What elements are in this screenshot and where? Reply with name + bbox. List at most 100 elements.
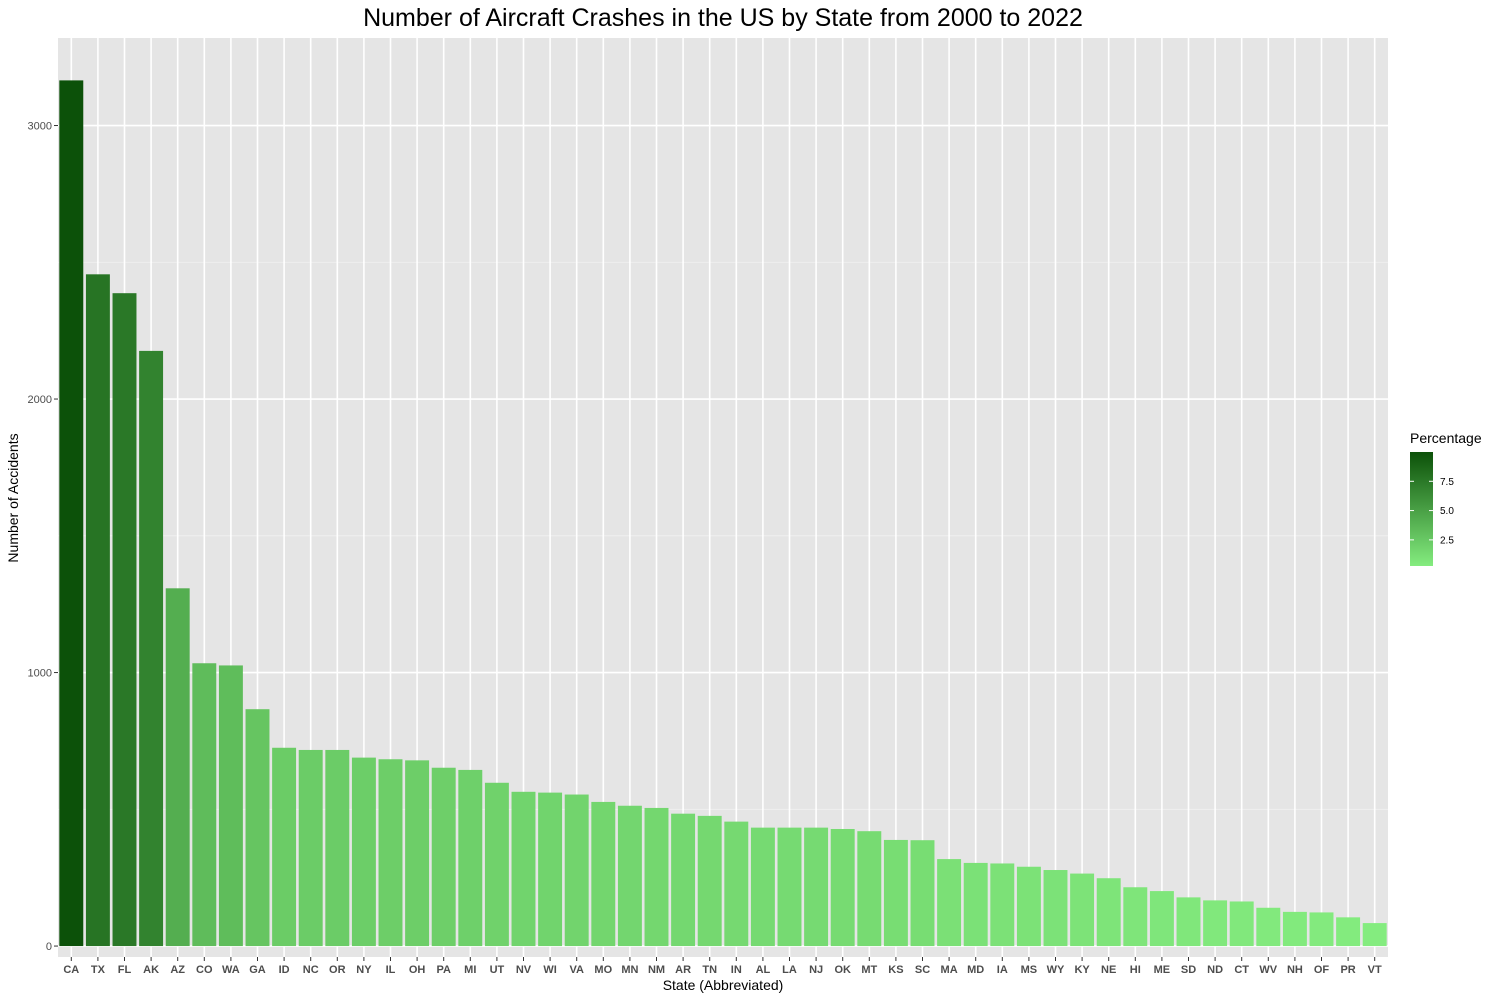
bar-me [1149,891,1174,947]
x-tick-label-il: IL [386,964,396,976]
x-axis-ticks: CA TX FL AK AZ CO WA GA ID NC OR NY IL OH PA MI UT NV WI VA… [63,957,1382,976]
bar-wa [218,665,243,947]
bar-la [777,827,802,947]
legend-ticks: 2.5 5.0 7.5 [1410,477,1454,546]
x-tick-label-md: MD [967,964,984,976]
bar-pa [431,767,456,947]
x-tick-label-me: ME [1154,964,1171,976]
x-tick-label-pa: PA [436,964,451,976]
bar-mi [458,769,483,947]
bar-nd [1203,900,1228,947]
x-tick-label-ca: CA [63,964,79,976]
x-tick-label-ks: KS [888,964,903,976]
x-tick-label-ak: AK [143,964,159,976]
y-tick-label: 2000 [28,394,52,406]
bar-ga [245,709,270,947]
x-tick-label-sd: SD [1181,964,1196,976]
bar-al [750,827,775,947]
bar-nv [511,791,536,947]
x-tick-label-ny: NY [356,964,372,976]
legend-title: Percentage [1410,430,1482,446]
bar-mn [617,805,642,947]
x-tick-label-ct: CT [1234,964,1249,976]
bar-ne [1096,878,1121,947]
x-tick-label-mn: MN [621,964,638,976]
x-tick-label-la: LA [782,964,797,976]
y-tick-label: 3000 [28,121,52,133]
bar-fl [112,293,137,947]
y-axis-title: Number of Accidents [5,433,21,562]
bar-sc [910,840,935,947]
x-tick-label-hi: HI [1130,964,1141,976]
bars [59,80,1387,947]
x-tick-label-ky: KY [1074,964,1090,976]
x-tick-label-sc: SC [915,964,930,976]
x-tick-label-mi: MI [464,964,476,976]
x-tick-label-pr: PR [1340,964,1355,976]
bar-tn [697,815,722,947]
x-tick-label-tn: TN [702,964,717,976]
color-legend: Percentage 2.5 5.0 7.5 [1410,430,1482,566]
x-tick-label-id: ID [279,964,290,976]
x-tick-label-ne: NE [1101,964,1116,976]
bar-nh [1282,911,1307,947]
x-axis-title: State (Abbreviated) [663,977,784,993]
x-tick-label-nj: NJ [809,964,823,976]
x-tick-label-wv: WV [1259,964,1277,976]
x-tick-label-or: OR [329,964,346,976]
bar-ia [990,863,1015,947]
bar-ok [830,828,855,947]
x-tick-label-nc: NC [303,964,319,976]
bar-co [192,663,217,947]
bar-az [165,588,190,947]
bar-tx [85,274,110,947]
x-tick-label-mo: MO [594,964,612,976]
x-tick-label-az: AZ [170,964,185,976]
bar-in [724,821,749,947]
bar-id [272,747,297,947]
x-tick-label-ma: MA [941,964,958,976]
bar-ny [351,757,376,947]
x-tick-label-ar: AR [675,964,691,976]
bar-ms [1016,866,1041,947]
legend-tick-label: 2.5 [1440,535,1454,546]
x-tick-label-ut: UT [490,964,505,976]
x-tick-label-nv: NV [516,964,532,976]
bar-wv [1256,907,1281,947]
bar-ma [937,859,962,947]
x-tick-label-wi: WI [543,964,556,976]
x-tick-label-ok: OK [834,964,851,976]
x-tick-label-ga: GA [249,964,266,976]
bar-hi [1123,887,1148,947]
x-tick-label-al: AL [756,964,771,976]
x-tick-label-wy: WY [1047,964,1065,976]
bar-of [1309,912,1334,947]
x-tick-label-nh: NH [1287,964,1303,976]
chart-title: Number of Aircraft Crashes in the US by … [363,4,1083,32]
bar-wy [1043,870,1068,947]
bar-il [378,759,403,947]
bar-ar [671,813,696,947]
y-tick-label: 1000 [28,668,52,680]
bar-or [325,749,350,947]
x-tick-label-in: IN [731,964,742,976]
y-axis-ticks: 0 1000 2000 3000 [28,121,58,953]
bar-nj [804,827,829,947]
bar-ks [883,839,908,947]
bar-oh [405,760,430,947]
bar-sd [1176,897,1201,947]
bar-ky [1070,873,1095,947]
x-tick-label-va: VA [569,964,584,976]
x-tick-label-wa: WA [222,964,240,976]
x-tick-label-tx: TX [91,964,106,976]
bar-vt [1362,923,1387,947]
x-tick-label-ia: IA [997,964,1008,976]
bar-mo [591,801,616,947]
x-tick-label-nm: NM [648,964,665,976]
bar-wi [538,792,563,947]
x-tick-label-fl: FL [118,964,132,976]
bar-nc [298,749,323,947]
bar-ak [139,350,164,947]
x-tick-label-ms: MS [1021,964,1038,976]
